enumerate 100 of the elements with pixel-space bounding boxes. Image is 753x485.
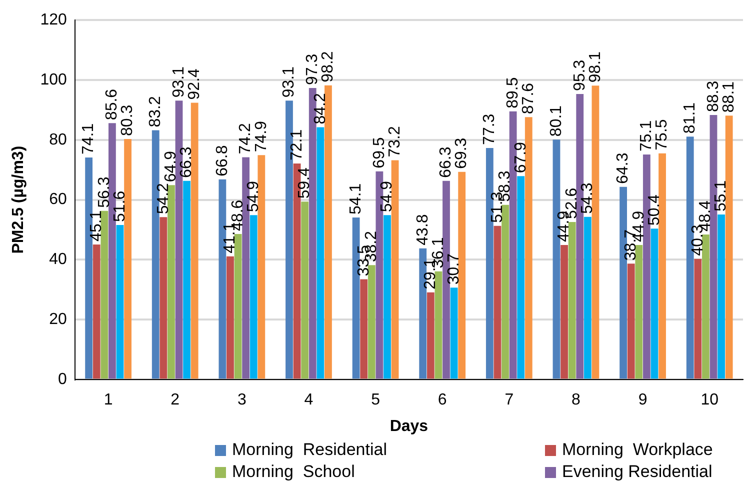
x-tick-label: 8 xyxy=(572,392,581,409)
x-axis-title: Days xyxy=(390,418,428,435)
bar xyxy=(560,245,568,379)
data-label: 77.3 xyxy=(481,114,498,145)
bar xyxy=(502,204,509,379)
x-tick-label: 5 xyxy=(371,392,380,409)
data-label: 74.2 xyxy=(237,123,254,154)
legend-label: Evening Residential xyxy=(562,462,712,482)
data-label: 66.3 xyxy=(178,146,196,178)
bar xyxy=(584,216,592,379)
y-tick-label: 120 xyxy=(40,11,67,28)
data-label: 93.1 xyxy=(170,66,188,98)
data-label: 64.9 xyxy=(162,150,180,182)
bar xyxy=(324,85,332,379)
y-axis-title: PM2.5 (µg/m3) xyxy=(10,146,28,254)
x-tick-label: 6 xyxy=(438,392,447,409)
bar xyxy=(494,226,502,379)
x-tick-label: 1 xyxy=(104,392,113,409)
data-label: 97.3 xyxy=(304,54,322,86)
data-label: 43.8 xyxy=(414,214,432,246)
bar xyxy=(160,217,168,379)
bar xyxy=(384,215,391,379)
bar xyxy=(592,86,600,379)
data-label: 98.1 xyxy=(586,51,604,83)
bar xyxy=(116,224,124,379)
data-label: 93.1 xyxy=(280,66,298,98)
bar xyxy=(568,222,576,379)
bar xyxy=(650,228,658,379)
data-label: 74.1 xyxy=(80,123,98,155)
bar xyxy=(183,180,191,379)
x-tick-label: 10 xyxy=(700,392,719,409)
data-label: 84.2 xyxy=(312,93,329,124)
y-tick-label: 20 xyxy=(49,311,67,328)
data-label: 51.6 xyxy=(111,190,128,222)
x-tick-label: 7 xyxy=(504,392,514,409)
data-label: 54.9 xyxy=(245,180,262,212)
bar xyxy=(725,116,733,379)
data-label: 88.1 xyxy=(720,81,738,113)
bar xyxy=(658,153,666,379)
data-label: 45.1 xyxy=(88,210,106,242)
bar xyxy=(517,176,525,379)
bar xyxy=(627,264,635,379)
bar xyxy=(92,244,100,379)
bar xyxy=(100,210,108,379)
data-label: 54.1 xyxy=(347,183,364,214)
data-label: 55.1 xyxy=(712,180,730,212)
bar xyxy=(360,279,368,379)
data-label: 88.3 xyxy=(704,80,722,112)
data-label: 59.4 xyxy=(296,167,314,199)
bar xyxy=(450,288,458,379)
y-tick-label: 0 xyxy=(58,371,67,388)
x-tick-label: 2 xyxy=(170,392,180,409)
x-tick-label: 3 xyxy=(237,392,246,409)
data-label: 54.3 xyxy=(579,182,596,214)
data-label: 75.1 xyxy=(638,120,656,152)
data-label: 85.6 xyxy=(104,88,121,120)
data-label: 83.2 xyxy=(147,96,164,128)
bar xyxy=(702,234,710,379)
data-label: 74.9 xyxy=(252,120,270,152)
data-label: 54.2 xyxy=(154,182,172,214)
bar xyxy=(694,258,702,379)
legend-label: Morning Residential xyxy=(232,440,387,460)
y-tick-label: 100 xyxy=(40,71,67,88)
data-label: 80.3 xyxy=(119,104,136,136)
data-label: 81.1 xyxy=(682,102,699,134)
data-label: 56.3 xyxy=(96,176,113,208)
x-tick-label: 9 xyxy=(638,392,648,409)
x-tick-label: 4 xyxy=(304,392,314,409)
data-label: 54.9 xyxy=(378,180,396,212)
bar xyxy=(250,215,258,379)
data-label: 98.2 xyxy=(320,51,337,82)
data-label: 89.5 xyxy=(504,77,522,108)
data-label: 87.6 xyxy=(520,82,538,114)
legend-label: Morning Workplace xyxy=(562,440,713,460)
data-label: 80.1 xyxy=(548,105,565,137)
y-tick-label: 40 xyxy=(49,251,67,268)
bar xyxy=(718,214,725,379)
bar xyxy=(234,234,242,379)
data-label: 50.4 xyxy=(646,194,663,226)
legend-label: Morning School xyxy=(232,462,355,482)
data-label: 95.3 xyxy=(571,60,588,92)
data-label: 75.5 xyxy=(654,119,671,150)
data-label: 66.8 xyxy=(214,145,231,176)
data-label: 73.2 xyxy=(386,126,404,158)
data-label: 66.3 xyxy=(438,146,455,178)
bar xyxy=(258,155,266,379)
bar xyxy=(426,292,434,379)
data-label: 30.7 xyxy=(445,253,462,285)
data-label: 72.1 xyxy=(288,129,306,161)
bar xyxy=(458,172,466,379)
data-label: 67.9 xyxy=(512,142,530,174)
bar xyxy=(391,160,399,379)
bar xyxy=(434,271,442,379)
data-label: 69.5 xyxy=(370,137,388,168)
bar xyxy=(226,256,234,379)
data-label: 92.4 xyxy=(186,68,204,100)
data-label: 69.3 xyxy=(453,138,470,169)
bar xyxy=(168,185,175,379)
y-tick-label: 80 xyxy=(49,131,67,148)
bar xyxy=(524,117,532,379)
